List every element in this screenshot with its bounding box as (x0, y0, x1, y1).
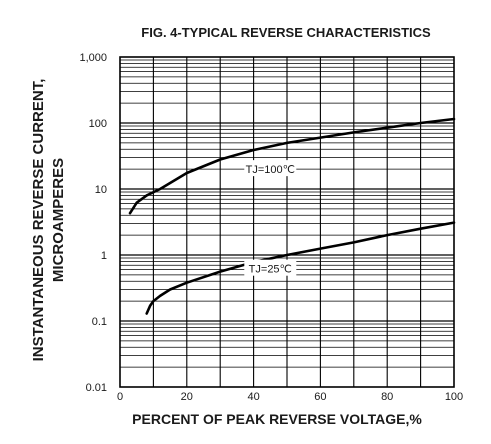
y-tick-label: 1 (101, 250, 107, 262)
x-tick-label: 80 (381, 391, 393, 403)
series-label-bg (244, 160, 297, 177)
series-line (128, 117, 456, 215)
y-tick-label: 0.01 (86, 382, 107, 394)
series-label: TJ=25℃ (249, 264, 292, 276)
series-label-bg (244, 259, 297, 276)
x-tick-label: 100 (445, 391, 463, 403)
y-tick-label: 0.1 (92, 316, 107, 328)
series-label: TJ=100℃ (246, 164, 295, 176)
y-tick-label: 1,000 (79, 52, 107, 64)
y-tick-labels: 0.01 0.1 1 10 100 1,000 (79, 52, 107, 394)
x-tick-label: 60 (314, 391, 326, 403)
x-tick-label: 0 (117, 391, 123, 403)
series-layer: TJ=100℃ TJ=25℃ (128, 117, 456, 315)
x-tick-labels: 0 20 40 60 80 100 (117, 391, 463, 403)
y-axis-label-line2: MICROAMPERES (50, 158, 67, 282)
plot-frame (119, 56, 455, 388)
y-tick-label: 10 (95, 184, 107, 196)
chart-title: FIG. 4-TYPICAL REVERSE CHARACTERISTICS (141, 25, 431, 40)
y-tick-label: 100 (89, 118, 107, 130)
y-axis-label: INSTANTANEOUS REVERSE CURRENT, (30, 79, 47, 362)
x-tick-label: 40 (247, 391, 259, 403)
x-tick-label: 20 (181, 391, 193, 403)
x-axis-label: PERCENT OF PEAK REVERSE VOLTAGE,% (132, 411, 422, 427)
series-line (145, 221, 456, 315)
grid (120, 57, 454, 387)
